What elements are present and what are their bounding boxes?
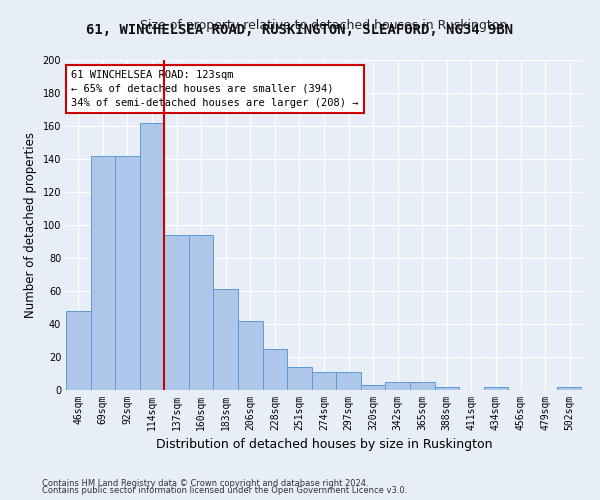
Y-axis label: Number of detached properties: Number of detached properties <box>24 132 37 318</box>
Bar <box>434 386 459 390</box>
Bar <box>91 156 115 390</box>
Bar <box>287 367 312 390</box>
Text: 61 WINCHELSEA ROAD: 123sqm
← 65% of detached houses are smaller (394)
34% of sem: 61 WINCHELSEA ROAD: 123sqm ← 65% of deta… <box>71 70 359 108</box>
Bar <box>385 382 410 390</box>
Bar <box>410 382 434 390</box>
Text: Contains HM Land Registry data © Crown copyright and database right 2024.: Contains HM Land Registry data © Crown c… <box>42 478 368 488</box>
Bar <box>115 156 140 390</box>
Bar <box>164 235 189 390</box>
X-axis label: Distribution of detached houses by size in Ruskington: Distribution of detached houses by size … <box>156 438 492 452</box>
Bar <box>140 122 164 390</box>
Bar <box>66 311 91 390</box>
Bar <box>484 386 508 390</box>
Bar <box>263 349 287 390</box>
Text: 61, WINCHELSEA ROAD, RUSKINGTON, SLEAFORD, NG34 9BN: 61, WINCHELSEA ROAD, RUSKINGTON, SLEAFOR… <box>86 22 514 36</box>
Bar <box>189 235 214 390</box>
Bar <box>361 385 385 390</box>
Bar <box>557 386 582 390</box>
Bar <box>312 372 336 390</box>
Bar <box>336 372 361 390</box>
Title: Size of property relative to detached houses in Ruskington: Size of property relative to detached ho… <box>140 20 508 32</box>
Bar <box>214 290 238 390</box>
Bar <box>238 320 263 390</box>
Text: Contains public sector information licensed under the Open Government Licence v3: Contains public sector information licen… <box>42 486 407 495</box>
